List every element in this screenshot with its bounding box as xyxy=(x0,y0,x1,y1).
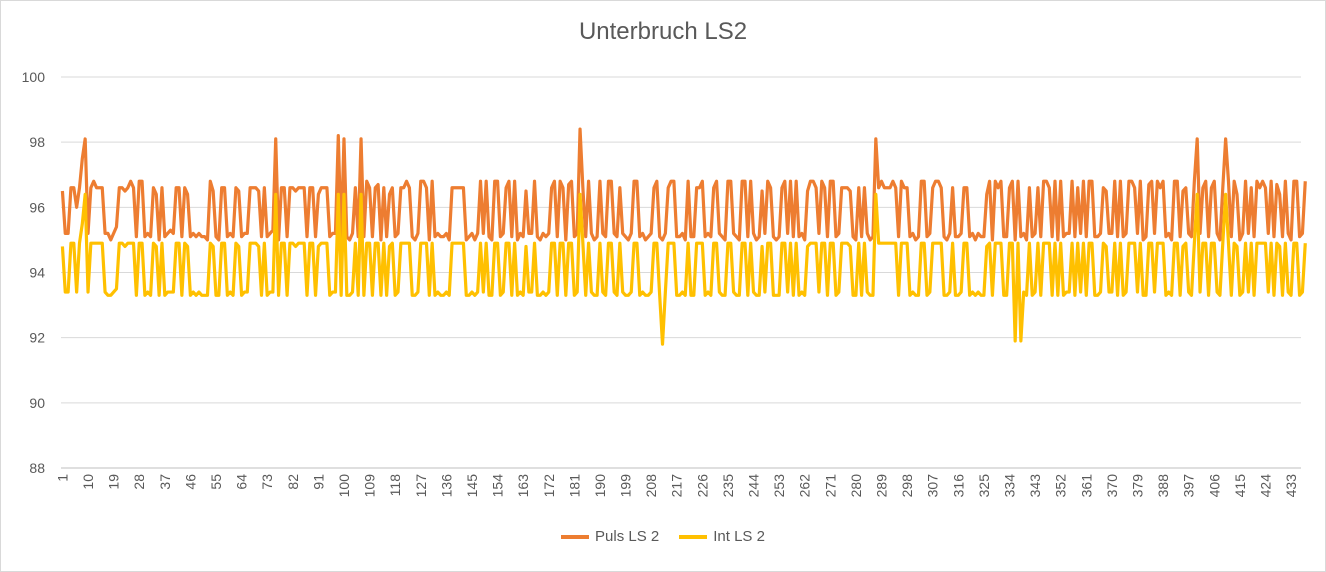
x-tick-label: 55 xyxy=(208,474,224,490)
x-axis-ticks: 1 10 19 28 37 46 55 64 73 82 91 100 109 118 127 136 145 1… xyxy=(54,474,1299,498)
x-tick-label: 361 xyxy=(1078,474,1094,498)
x-tick-label: 370 xyxy=(1104,474,1120,498)
x-tick-label: 28 xyxy=(131,474,147,490)
x-tick-label: 334 xyxy=(1001,474,1017,498)
x-tick-label: 271 xyxy=(822,474,838,498)
x-tick-label: 424 xyxy=(1257,474,1273,498)
x-tick-label: 181 xyxy=(566,474,582,498)
x-tick-label: 244 xyxy=(746,474,762,498)
x-tick-label: 226 xyxy=(694,474,710,498)
x-tick-label: 262 xyxy=(797,474,813,498)
y-tick-label: 90 xyxy=(29,395,45,411)
y-tick-label: 94 xyxy=(29,265,45,281)
y-tick-label: 96 xyxy=(29,199,45,215)
x-tick-label: 118 xyxy=(387,474,403,497)
legend: Puls LS 2 Int LS 2 xyxy=(0,528,1326,545)
x-tick-label: 415 xyxy=(1232,474,1248,498)
legend-item-puls: Puls LS 2 xyxy=(561,528,659,545)
x-tick-label: 343 xyxy=(1027,474,1043,498)
x-tick-label: 298 xyxy=(899,474,915,498)
x-tick-label: 10 xyxy=(80,474,96,490)
x-tick-label: 379 xyxy=(1129,474,1145,498)
x-tick-label: 172 xyxy=(541,474,557,498)
x-tick-label: 163 xyxy=(515,474,531,498)
x-tick-label: 199 xyxy=(618,474,634,498)
x-tick-label: 91 xyxy=(310,474,326,490)
x-tick-label: 73 xyxy=(259,474,275,490)
x-tick-label: 82 xyxy=(285,474,301,490)
x-tick-label: 46 xyxy=(182,474,198,490)
series-line-puls-ls2 xyxy=(60,127,1307,242)
x-tick-label: 136 xyxy=(438,474,454,498)
x-tick-label: 307 xyxy=(925,474,941,498)
x-tick-label: 1 xyxy=(54,474,70,482)
legend-label-puls: Puls LS 2 xyxy=(595,528,660,545)
x-tick-label: 190 xyxy=(592,474,608,498)
y-tick-label: 98 xyxy=(29,134,45,150)
x-tick-label: 217 xyxy=(669,474,685,498)
x-tick-label: 64 xyxy=(234,474,250,490)
x-tick-label: 397 xyxy=(1181,474,1197,498)
x-tick-label: 100 xyxy=(336,474,352,498)
y-tick-label: 100 xyxy=(22,69,46,85)
series-line-int-ls2 xyxy=(60,192,1307,346)
x-tick-label: 208 xyxy=(643,474,659,498)
legend-item-int: Int LS 2 xyxy=(679,528,765,545)
legend-swatch-puls xyxy=(561,534,590,539)
x-tick-label: 253 xyxy=(771,474,787,498)
x-tick-label: 280 xyxy=(848,474,864,498)
series-lines xyxy=(60,127,1307,346)
x-tick-label: 352 xyxy=(1053,474,1069,498)
x-tick-label: 316 xyxy=(950,474,966,498)
x-tick-label: 289 xyxy=(874,474,890,498)
x-tick-label: 154 xyxy=(490,474,506,498)
chart-title: Unterbruch LS2 xyxy=(578,18,748,45)
x-tick-label: 235 xyxy=(720,474,736,498)
x-tick-label: 388 xyxy=(1155,474,1171,498)
legend-label-int: Int LS 2 xyxy=(713,528,765,545)
x-tick-label: 19 xyxy=(106,474,122,490)
x-tick-label: 433 xyxy=(1283,474,1299,498)
x-tick-label: 37 xyxy=(157,474,173,490)
legend-swatch-int xyxy=(679,534,708,539)
x-tick-label: 325 xyxy=(976,474,992,498)
x-tick-label: 145 xyxy=(464,474,480,498)
y-axis-ticks: 88 90 92 94 96 98 100 xyxy=(22,69,46,476)
y-tick-label: 92 xyxy=(29,330,45,346)
y-tick-label: 88 xyxy=(29,460,45,476)
x-tick-label: 127 xyxy=(413,474,429,498)
x-tick-label: 406 xyxy=(1206,474,1222,498)
x-tick-label: 109 xyxy=(362,474,378,498)
